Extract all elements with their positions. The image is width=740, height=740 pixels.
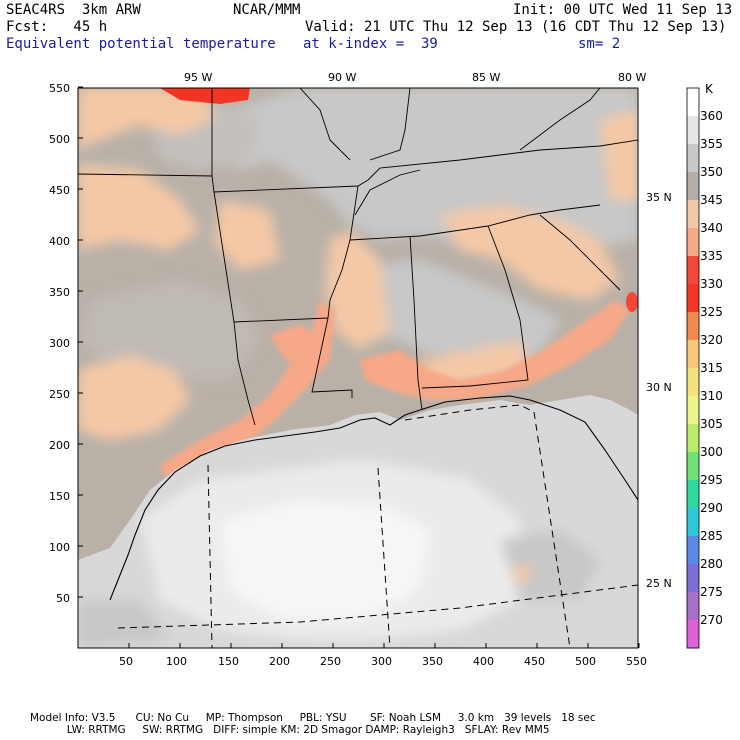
y-tick-label: 250 [49, 388, 70, 401]
field-ocean-light [78, 460, 600, 648]
x-tick-label: 300 [371, 655, 392, 668]
colorbar-swatch [687, 452, 699, 481]
lon-label-85w: 85 W [472, 71, 501, 84]
colorbar-swatch [687, 284, 699, 313]
theta-e-field [78, 88, 638, 648]
y-tick-label: 400 [49, 235, 70, 248]
y-tick-label: 350 [49, 286, 70, 299]
lon-label-90w: 90 W [328, 71, 357, 84]
coastline [109, 395, 638, 601]
lon-label-95w: 95 W [184, 71, 213, 84]
x-tick-label: 350 [422, 655, 443, 668]
colorbar-level-label: 310 [700, 389, 723, 403]
lat-label-25n: 25 N [646, 577, 672, 590]
colorbar-level-label: 320 [700, 333, 723, 347]
field-335-salmon [160, 300, 630, 478]
lon-label-80w: 80 W [618, 71, 647, 84]
colorbar-swatch [687, 396, 699, 425]
valid-time: Valid: 21 UTC Thu 12 Sep 13 (16 CDT Thu … [305, 19, 727, 35]
smoothing-value: sm= 2 [578, 36, 621, 52]
x-tick-label: 150 [218, 655, 239, 668]
x-tick-label: 100 [166, 655, 187, 668]
colorbar [686, 87, 700, 649]
colorbar-swatch [687, 116, 699, 145]
x-tick-label: 450 [524, 655, 545, 668]
colorbar-swatch [687, 620, 699, 649]
colorbar-level-label: 270 [700, 613, 723, 627]
colorbar-swatch [687, 508, 699, 537]
y-tick-label: 450 [49, 184, 70, 197]
colorbar-level-label: 280 [700, 557, 723, 571]
colorbar-level-label: 275 [700, 585, 723, 599]
y-tick-label: 500 [49, 133, 70, 146]
colorbar-swatch [687, 312, 699, 341]
colorbar-swatch [687, 200, 699, 229]
y-tick-label: 150 [49, 490, 70, 503]
colorbar-level-label: 350 [700, 165, 723, 179]
colorbar-level-label: 325 [700, 305, 723, 319]
init-time: Init: 00 UTC Wed 11 Sep 13 [513, 2, 733, 18]
colorbar-swatch [687, 172, 699, 201]
y-tick-label: 550 [49, 82, 70, 95]
colorbar-swatch [687, 592, 699, 621]
lat-label-30n: 30 N [646, 381, 672, 394]
x-tick-label: 50 [119, 655, 133, 668]
colorbar-swatch [687, 536, 699, 565]
inner-domain-lines [117, 404, 638, 648]
colorbar-level-label: 355 [700, 137, 723, 151]
colorbar-level-label: 360 [700, 109, 723, 123]
colorbar-swatch [687, 480, 699, 509]
colorbar-level-label: 300 [700, 445, 723, 459]
model-info-line-2: LW: RRTMG SW: RRTMG DIFF: simple KM: 2D … [30, 724, 550, 736]
field-name: Equivalent potential temperature [6, 36, 276, 52]
lat-label-35n: 35 N [646, 191, 672, 204]
y-tick-label: 100 [49, 541, 70, 554]
colorbar-level-label: 315 [700, 361, 723, 375]
x-tick-label: 500 [575, 655, 596, 668]
x-tick-label: 550 [626, 655, 647, 668]
field-340-peach [78, 88, 638, 440]
colorbar-level-label: 295 [700, 473, 723, 487]
axis-tick-marks [78, 86, 640, 648]
colorbar-swatch [687, 340, 699, 369]
colorbar-swatch [687, 228, 699, 257]
y-tick-label: 200 [49, 439, 70, 452]
political-boundaries [78, 88, 638, 426]
organization-label: NCAR/MMM [233, 2, 301, 18]
x-tick-label: 250 [320, 655, 341, 668]
map-frame [77, 87, 639, 649]
colorbar-swatch [687, 144, 699, 173]
x-tick-label: 400 [473, 655, 494, 668]
colorbar-swatch [687, 256, 699, 285]
colorbar-swatch [687, 368, 699, 397]
colorbar-level-label: 285 [700, 529, 723, 543]
forecast-hour: Fcst: 45 h [6, 19, 108, 35]
colorbar-level-label: 340 [700, 221, 723, 235]
model-info-line-1: Model Info: V3.5 CU: No Cu MP: Thompson … [30, 712, 596, 724]
colorbar-unit: K [705, 82, 713, 96]
model-title: SEAC4RS 3km ARW [6, 2, 141, 18]
colorbar-level-label: 330 [700, 277, 723, 291]
colorbar-swatch [687, 564, 699, 593]
y-tick-label: 300 [49, 337, 70, 350]
field-330-red [160, 88, 638, 312]
y-tick-label: 50 [56, 592, 70, 605]
x-tick-label: 200 [269, 655, 290, 668]
colorbar-level-label: 290 [700, 501, 723, 515]
field-350-north [80, 88, 638, 380]
colorbar-level-label: 345 [700, 193, 723, 207]
colorbar-swatch [687, 424, 699, 453]
colorbar-frame [686, 87, 700, 649]
colorbar-level-label: 305 [700, 417, 723, 431]
colorbar-level-label: 335 [700, 249, 723, 263]
colorbar-swatch [687, 88, 699, 117]
level-index: at k-index = 39 [303, 36, 438, 52]
